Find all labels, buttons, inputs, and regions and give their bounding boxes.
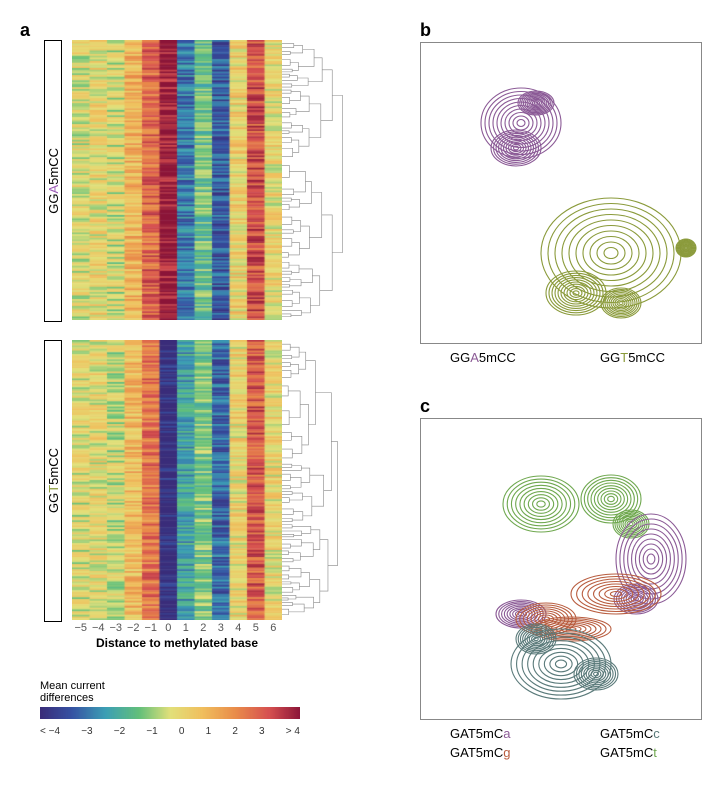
legend-item: GGT5mCC xyxy=(600,350,728,365)
legend-item: GGA5mCC xyxy=(450,350,580,365)
colorbar-tick: −3 xyxy=(81,726,92,737)
colorbar-tick: −1 xyxy=(146,726,157,737)
panel-c: c GAT5mCa GAT5mCc GAT5mCg GAT5mCt xyxy=(420,396,728,781)
xaxis-tick: −3 xyxy=(107,622,125,634)
contour-plot-c xyxy=(420,418,702,720)
panel-a: a GGA5mCC GGT5mCC −5−4−3−2−10123456 Dist… xyxy=(20,20,400,780)
dendrogram-ggt5mcc xyxy=(282,340,352,620)
heatmap-ggt5mcc xyxy=(72,340,282,620)
heatmap-xaxis: −5−4−3−2−10123456 Distance to methylated… xyxy=(72,622,282,652)
xaxis-tick: −4 xyxy=(90,622,108,634)
ylabel-gga5mcc-text: GGA5mCC xyxy=(46,148,61,214)
colorbar-tick: 2 xyxy=(232,726,238,737)
panel-b-label: b xyxy=(420,20,431,41)
legend-b: GGA5mCC GGT5mCC xyxy=(420,350,728,365)
colorbar-tick: −2 xyxy=(114,726,125,737)
xaxis-tick: −5 xyxy=(72,622,90,634)
xaxis-tick: 1 xyxy=(177,622,195,634)
colorbar-title: Mean current differences xyxy=(40,680,300,704)
xaxis-tick: 5 xyxy=(247,622,265,634)
colorbar-tick: 1 xyxy=(206,726,212,737)
xaxis-tick: 4 xyxy=(230,622,248,634)
xaxis-tick: 2 xyxy=(195,622,213,634)
legend-item: GAT5mCg xyxy=(450,745,580,760)
colorbar-tick: 0 xyxy=(179,726,185,737)
xaxis-tick: 3 xyxy=(212,622,230,634)
ylabel-gga5mcc: GGA5mCC xyxy=(44,40,62,322)
legend-c: GAT5mCa GAT5mCc GAT5mCg GAT5mCt xyxy=(420,726,728,760)
panel-b: b GGA5mCC GGT5mCC xyxy=(420,20,728,386)
panel-c-label: c xyxy=(420,396,430,417)
legend-item: GAT5mCc xyxy=(600,726,728,741)
colorbar-tick: < −4 xyxy=(40,726,60,737)
dendrogram-gga5mcc xyxy=(282,40,352,320)
xaxis-tick: 0 xyxy=(160,622,178,634)
xaxis-label: Distance to methylated base xyxy=(72,636,282,650)
contour-plot-b xyxy=(420,42,702,344)
ylabel-ggt5mcc: GGT5mCC xyxy=(44,340,62,622)
xaxis-tick: −2 xyxy=(125,622,143,634)
legend-item: GAT5mCa xyxy=(450,726,580,741)
panel-a-label: a xyxy=(20,20,30,41)
colorbar: Mean current differences < −4 −3 −2 −1 0 1 2 3 >… xyxy=(40,680,300,737)
colorbar-tick: 3 xyxy=(259,726,265,737)
legend-item: GAT5mCt xyxy=(600,745,728,760)
heatmap-gga5mcc xyxy=(72,40,282,320)
xaxis-tick: 6 xyxy=(265,622,283,634)
xaxis-tick: −1 xyxy=(142,622,160,634)
colorbar-tick: > 4 xyxy=(286,726,300,737)
ylabel-ggt5mcc-text: GGT5mCC xyxy=(46,448,61,513)
